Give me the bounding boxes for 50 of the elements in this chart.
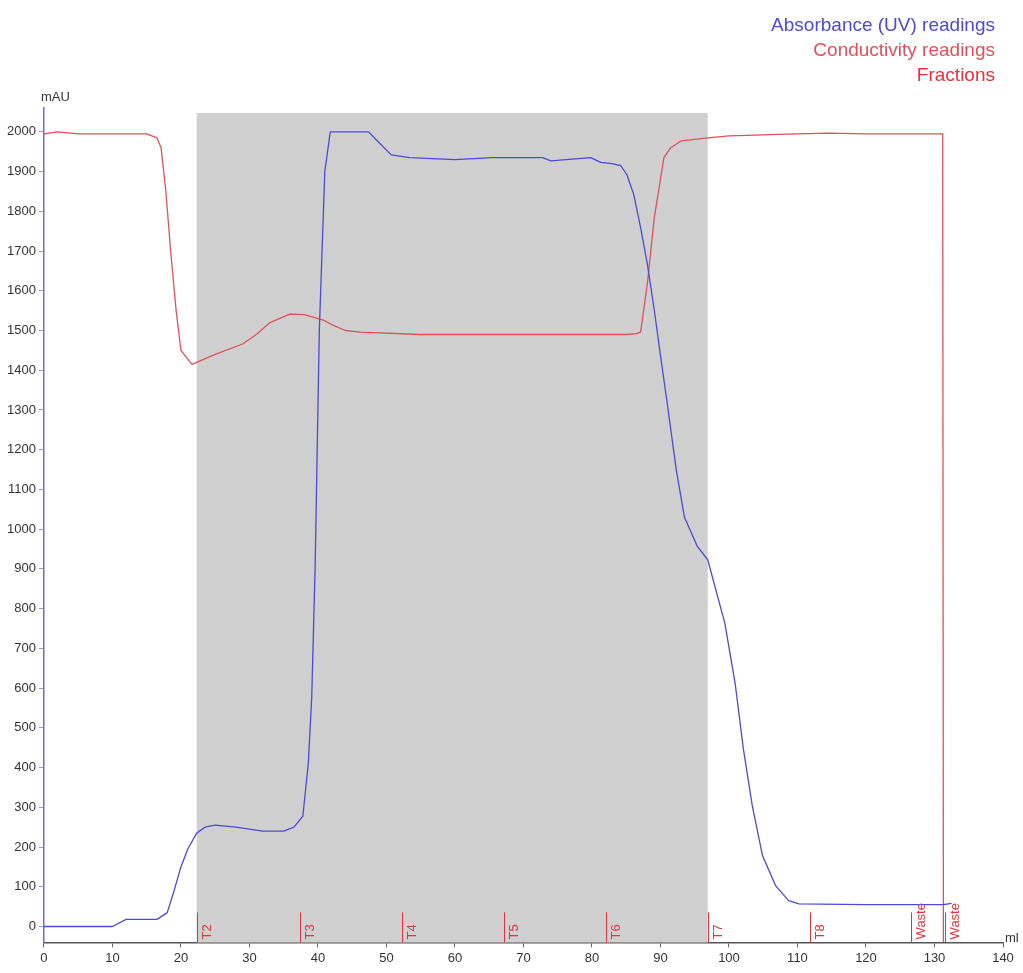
y-tick-label: 500	[14, 719, 36, 735]
y-tick-label: 1400	[7, 361, 36, 377]
x-tick-label: 70	[516, 949, 531, 965]
y-tick-label: 600	[14, 679, 36, 695]
y-tick-label: 700	[14, 639, 36, 655]
text: Fractions	[915, 63, 995, 87]
y-tick-label: 1600	[7, 282, 36, 298]
x-tick-label: 130	[923, 949, 946, 965]
y-tick-label: 1700	[7, 242, 36, 258]
y-tick-label: 1800	[7, 202, 36, 218]
y-tick-label: 300	[14, 798, 36, 814]
x-tick-label: 20	[173, 949, 189, 965]
text: Absorbance (UV) readings	[771, 13, 995, 37]
ref-line-label: T5	[505, 924, 521, 940]
ref-line-label: Waste	[912, 903, 928, 940]
ref-line-label: T2	[198, 924, 214, 940]
y-tick-label: 200	[14, 838, 36, 854]
y-tick-label: 1300	[7, 401, 36, 417]
ref-line-label: T6	[607, 924, 623, 940]
y-tick-label: 1100	[7, 481, 36, 497]
ref-line-label: T4	[403, 924, 419, 940]
x-tick-label: 30	[242, 949, 257, 965]
y-axis-title: mAU	[40, 89, 70, 105]
x-tick-label: 60	[447, 949, 463, 965]
y-tick-label: 1200	[7, 441, 36, 457]
y-tick-label: 800	[14, 600, 36, 616]
x-tick-label: 0	[40, 949, 48, 965]
ref-line-label: T3	[301, 924, 317, 940]
y-tick-label: 900	[14, 560, 36, 576]
ref-line-label: T8	[811, 924, 827, 940]
y-tick-label: 1500	[7, 322, 36, 338]
text: Conductivity readings	[812, 38, 995, 62]
x-tick-label: 110	[787, 949, 808, 965]
y-tick-label: 2000	[7, 123, 36, 139]
x-tick-label: 140	[992, 949, 1014, 965]
x-tick-label: 50	[379, 949, 394, 965]
x-tick-label: 10	[105, 949, 120, 965]
y-tick-label: 0	[28, 918, 36, 934]
y-tick-label: 1000	[7, 520, 36, 536]
x-tick-label: 90	[653, 949, 668, 965]
x-tick-label: 80	[584, 949, 600, 965]
y-tick-label: 1900	[7, 163, 36, 179]
x-tick-label: 120	[855, 949, 877, 965]
ref-line-label: T7	[709, 924, 725, 940]
y-tick-label: 400	[14, 759, 36, 775]
ref-line-label: Waste	[946, 903, 962, 940]
x-tick-label: 40	[310, 949, 326, 965]
y-tick-label: 100	[14, 878, 36, 894]
x-axis-title: ml	[1005, 929, 1019, 945]
x-tick-label: 100	[718, 949, 740, 965]
